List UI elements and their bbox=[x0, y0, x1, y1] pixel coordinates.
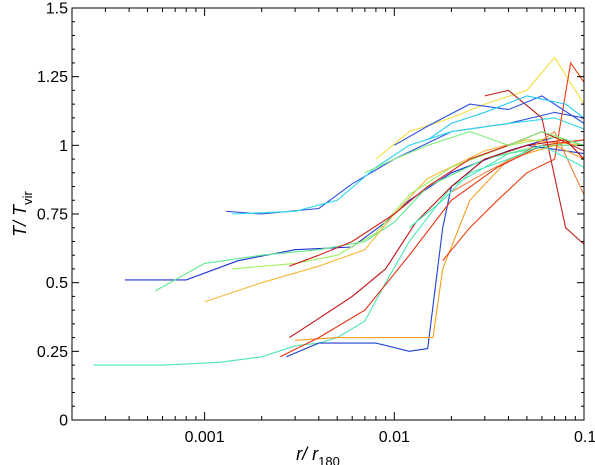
y-tick-label: 1 bbox=[59, 138, 68, 155]
series-line bbox=[451, 130, 584, 196]
x-axis-title: r/ r180 bbox=[296, 444, 340, 465]
x-axis-title-sub: 180 bbox=[318, 454, 340, 465]
y-tick-label: 0 bbox=[59, 413, 68, 430]
series-line bbox=[484, 89, 584, 245]
series-line bbox=[408, 144, 584, 229]
x-tick-label: 0.001 bbox=[185, 429, 225, 446]
series-line bbox=[226, 111, 584, 215]
series-line bbox=[289, 139, 584, 339]
plot-frame bbox=[71, 7, 585, 421]
series-line bbox=[279, 139, 584, 358]
series-line bbox=[295, 144, 584, 341]
series-line bbox=[427, 95, 584, 141]
y-axis-title-sub: vir bbox=[20, 190, 35, 204]
series-line bbox=[93, 139, 584, 366]
tick-layer: 0 0.25 0.5 0.75 1 1.25 1.5 0.001 0.01 0.1 bbox=[37, 1, 595, 447]
series-line bbox=[232, 136, 584, 270]
x-tick-label: 0.01 bbox=[379, 429, 410, 446]
y-tick-label: 0.75 bbox=[37, 207, 68, 224]
series-line bbox=[155, 144, 584, 292]
y-tick-label: 0.5 bbox=[46, 275, 68, 292]
x-tick-label: 0.1 bbox=[574, 429, 595, 446]
series-layer bbox=[93, 56, 584, 366]
series-line bbox=[375, 56, 584, 160]
series-line bbox=[232, 117, 584, 215]
y-tick-label: 0.25 bbox=[37, 344, 68, 361]
series-line bbox=[289, 131, 584, 267]
y-axis-title-main: T/ T bbox=[10, 203, 30, 237]
x-axis-title-main: r/ r bbox=[296, 444, 319, 464]
series-line bbox=[204, 139, 584, 303]
series-line bbox=[442, 61, 584, 262]
y-axis-title: T/ Tvir bbox=[10, 190, 35, 236]
y-tick-label: 1.25 bbox=[37, 69, 68, 86]
y-tick-label: 1.5 bbox=[46, 1, 68, 18]
series-line bbox=[364, 131, 584, 174]
